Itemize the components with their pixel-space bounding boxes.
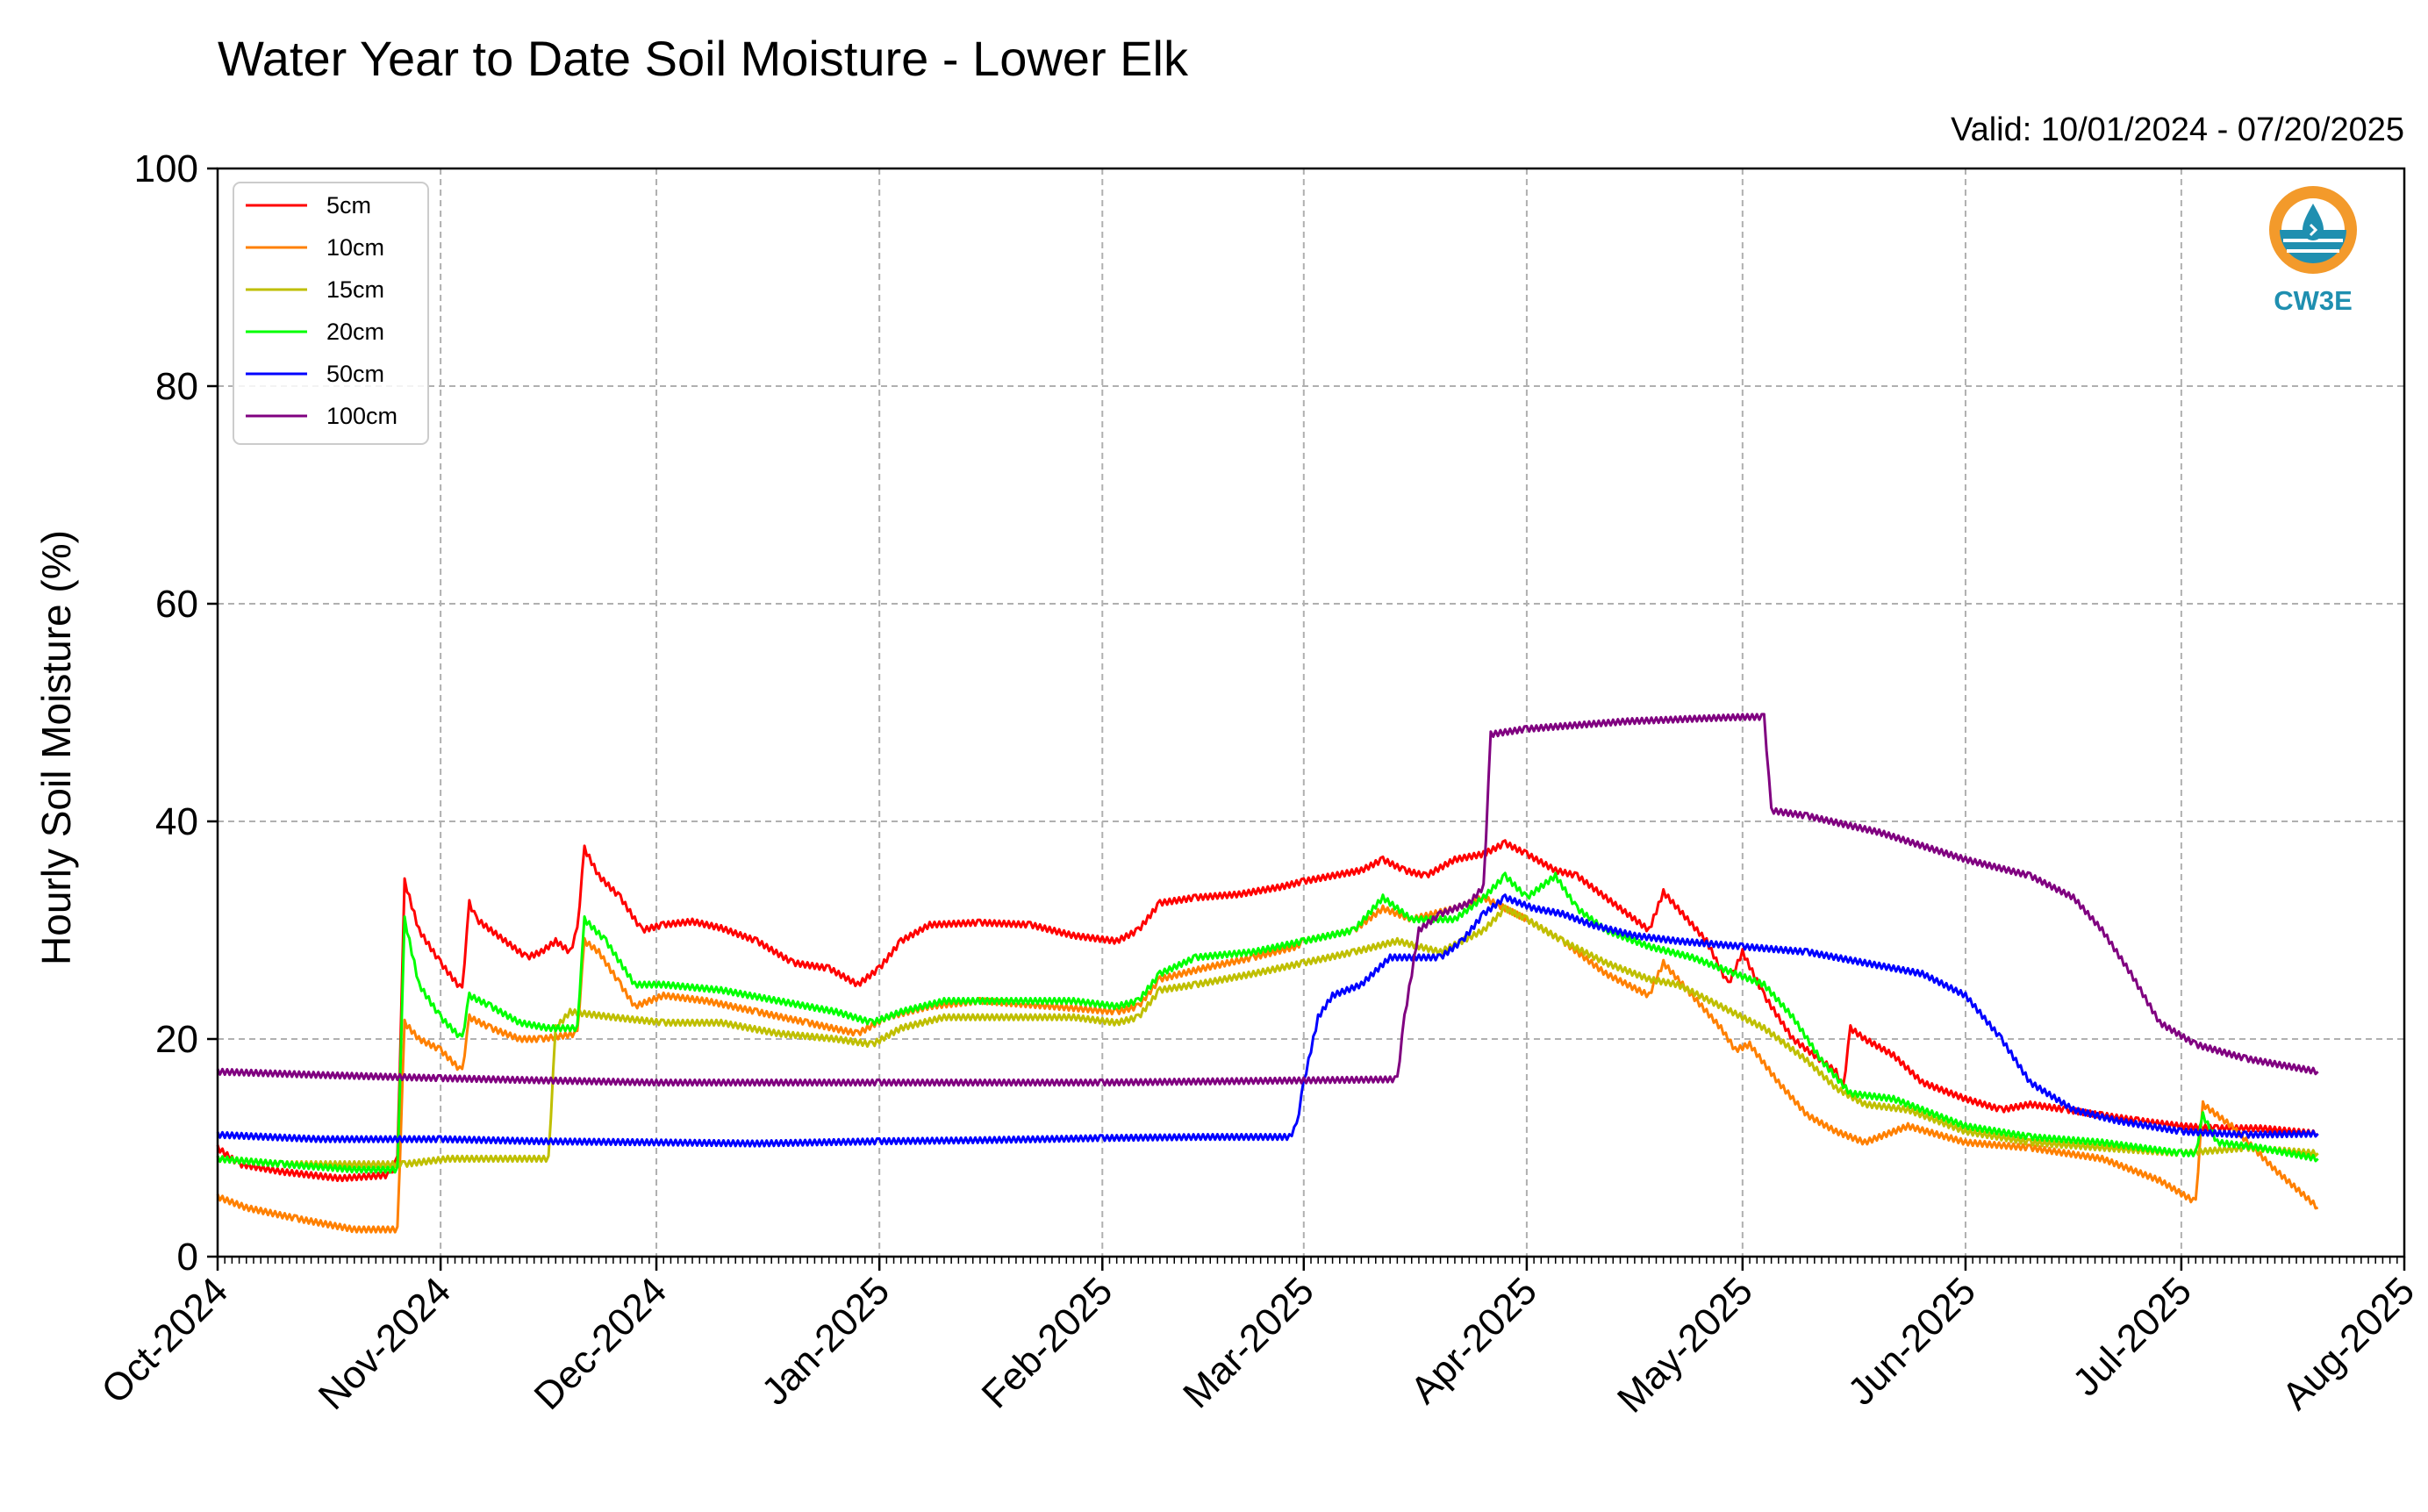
legend-label-20cm: 20cm xyxy=(326,319,384,345)
series-line-50cm xyxy=(216,893,2319,1148)
x-tick-label: Aug-2025 xyxy=(2274,1269,2423,1418)
x-tick-label: Dec-2024 xyxy=(526,1269,676,1418)
x-tick-label: Jun-2025 xyxy=(1840,1269,1984,1413)
series-line-20cm xyxy=(216,871,2319,1174)
y-axis-ticks: 0 20 40 60 80 100 xyxy=(134,147,218,1279)
x-minor-ticks xyxy=(217,1257,2405,1264)
legend-label-100cm: 100cm xyxy=(326,403,398,429)
x-tick-label: Apr-2025 xyxy=(1402,1269,1545,1412)
x-axis-ticks: Oct-2024 Nov-2024 Dec-2024 Jan-2025 Feb-2025… xyxy=(93,1257,2423,1421)
x-tick-label: Feb-2025 xyxy=(974,1269,1121,1416)
x-tick-label: Oct-2024 xyxy=(93,1269,236,1412)
x-tick-label: Jul-2025 xyxy=(2065,1269,2200,1404)
legend-label-5cm: 5cm xyxy=(326,192,371,219)
cw3e-logo: CW3E xyxy=(2269,186,2357,316)
x-tick-label: May-2025 xyxy=(1609,1269,1761,1421)
x-tick-label: Nov-2024 xyxy=(311,1269,460,1418)
legend-label-10cm: 10cm xyxy=(326,234,384,261)
y-tick-label: 80 xyxy=(155,365,198,408)
logo-text: CW3E xyxy=(2274,285,2353,316)
valid-date-range: Valid: 10/01/2024 - 07/20/2025 xyxy=(1951,111,2404,148)
plot-frame xyxy=(216,167,2406,1258)
legend-label-15cm: 15cm xyxy=(326,276,384,303)
cw3e-water-drop-logo-icon xyxy=(2269,186,2357,274)
legend: 5cm 10cm 15cm 20cm 50cm 100cm xyxy=(233,182,429,445)
series-line-100cm xyxy=(216,713,2319,1087)
y-tick-label: 0 xyxy=(177,1236,198,1279)
y-tick-label: 40 xyxy=(155,800,198,843)
x-tick-label: Mar-2025 xyxy=(1175,1269,1322,1416)
y-tick-label: 60 xyxy=(155,583,198,626)
y-tick-label: 100 xyxy=(134,147,198,190)
legend-label-50cm: 50cm xyxy=(326,361,384,387)
grid-lines xyxy=(218,168,2404,1257)
y-tick-label: 20 xyxy=(155,1018,198,1061)
series-line-15cm xyxy=(216,904,2319,1169)
y-axis-label: Hourly Soil Moisture (%) xyxy=(33,530,79,965)
series-line-5cm xyxy=(216,839,2319,1183)
chart-title: Water Year to Date Soil Moisture - Lower… xyxy=(218,31,1189,86)
series-lines xyxy=(216,713,2319,1234)
series-line-10cm xyxy=(216,893,2318,1234)
x-tick-label: Jan-2025 xyxy=(754,1269,898,1413)
